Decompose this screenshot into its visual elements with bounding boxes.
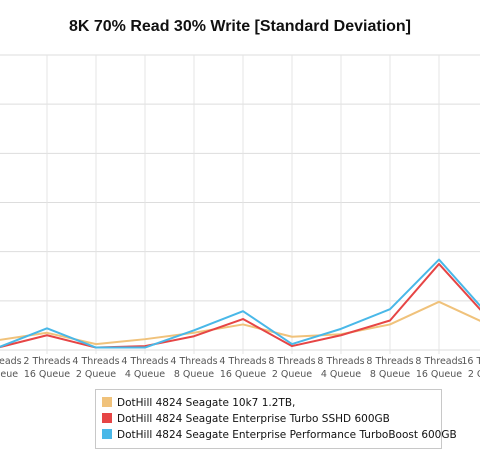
legend: DotHill 4824 Seagate 10k7 1.2TB, DotHill…: [95, 389, 457, 449]
series-line-1[interactable]: [0, 262, 480, 349]
legend-swatch: [102, 397, 112, 407]
legend-item-seagate-10k7[interactable]: DotHill 4824 Seagate 10k7 1.2TB,: [102, 396, 295, 410]
x-tick-label: 4 Threads: [121, 356, 168, 367]
x-tick-label: 2 Queue: [272, 369, 312, 380]
x-tick-label: 4 Queue: [321, 369, 361, 380]
legend-swatch: [102, 429, 112, 439]
chart-title: 8K 70% Read 30% Write [Standard Deviatio…: [68, 18, 412, 35]
x-tick-label: 4 Threads: [219, 356, 266, 367]
x-tick-label: 4 Queue: [125, 369, 165, 380]
x-tick-label: 4 Threads: [72, 356, 119, 367]
x-tick-label: 8 Threads: [317, 356, 364, 367]
legend-item-turboboost[interactable]: DotHill 4824 Seagate Enterprise Performa…: [102, 428, 457, 442]
x-tick-label: 8 Queue: [0, 369, 18, 380]
legend-label: DotHill 4824 Seagate Enterprise Turbo SS…: [117, 413, 390, 425]
x-tick-label: 8 Threads: [268, 356, 315, 367]
x-tick-label: 8 Queue: [174, 369, 214, 380]
x-tick-label: 4 Threads: [170, 356, 217, 367]
x-tick-label: 2 Queue: [76, 369, 116, 380]
x-tick-label: 8 Queue: [370, 369, 410, 380]
x-tick-label: 16 Queue: [24, 369, 70, 380]
x-tick-label: 8 Threads: [415, 356, 462, 367]
x-tick-label: 2 Threads: [23, 356, 70, 367]
x-tick-label: 16 Threads: [461, 356, 480, 367]
x-tick-label: 16 Queue: [220, 369, 266, 380]
x-tick-label: 8 Threads: [366, 356, 413, 367]
legend-label: DotHill 4824 Seagate Enterprise Performa…: [117, 429, 457, 441]
x-tick-label: 2 Threads: [0, 356, 22, 367]
x-tick-label: 16 Queue: [416, 369, 462, 380]
legend-swatch: [102, 413, 112, 423]
legend-item-turbo-sshd[interactable]: DotHill 4824 Seagate Enterprise Turbo SS…: [102, 412, 390, 426]
legend-label: DotHill 4824 Seagate 10k7 1.2TB,: [117, 397, 296, 409]
x-tick-label: 2 Queue: [468, 369, 480, 380]
series-line-2[interactable]: [0, 258, 480, 349]
